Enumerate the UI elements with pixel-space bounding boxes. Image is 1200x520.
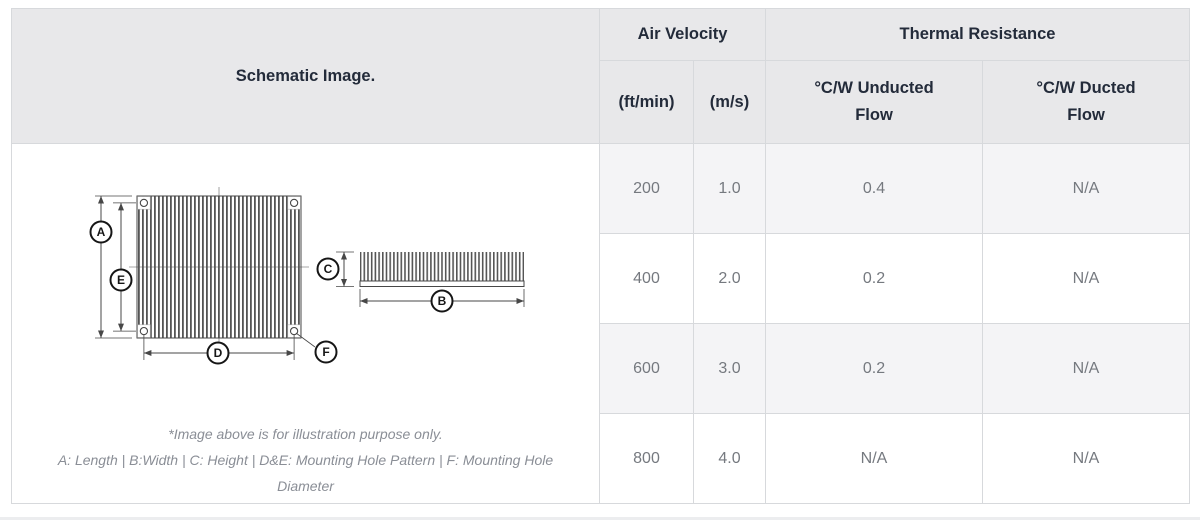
cell-ducted: N/A bbox=[982, 323, 1190, 414]
cell-m-s: 3.0 bbox=[693, 323, 766, 414]
col-header-m-s-label: (m/s) bbox=[709, 92, 750, 111]
cell-m-s: 1.0 bbox=[693, 143, 766, 234]
cell-ft-min: 200 bbox=[599, 143, 694, 234]
dim-e-lines bbox=[113, 202, 136, 332]
dim-label-a: A bbox=[89, 220, 113, 244]
dim-label-c: C bbox=[316, 257, 340, 281]
dim-f-leader bbox=[295, 332, 316, 348]
table-row: 800 4.0 N/A N/A bbox=[12, 413, 1190, 504]
svg-text:F: F bbox=[322, 345, 329, 359]
cell-ducted: N/A bbox=[982, 413, 1190, 504]
col-header-ducted-label: °C/W Ducted Flow bbox=[1036, 79, 1136, 124]
svg-text:B: B bbox=[438, 294, 447, 308]
dim-label-e: E bbox=[109, 268, 133, 292]
thermal-spec-table: Schematic Image. Air Velocity Thermal Re… bbox=[11, 8, 1190, 504]
cell-unducted: N/A bbox=[765, 413, 983, 504]
cell-ft-min: 800 bbox=[599, 413, 694, 504]
heatsink-top-view bbox=[136, 195, 302, 339]
sub-header-row: (ft/min) (m/s) °C/W Unducted Flow °C/W D… bbox=[12, 60, 1190, 144]
col-header-ducted: °C/W Ducted Flow bbox=[982, 60, 1190, 144]
col-header-unducted: °C/W Unducted Flow bbox=[765, 60, 983, 144]
col-header-m-s: (m/s) bbox=[693, 60, 766, 144]
col-header-ft-min: (ft/min) bbox=[599, 60, 694, 144]
schematic-caption: *Image above is for illustration purpose… bbox=[53, 421, 558, 499]
heatsink-side-view bbox=[359, 252, 525, 287]
dim-label-f: F bbox=[314, 340, 338, 364]
page-section-divider bbox=[0, 517, 1200, 520]
svg-text:E: E bbox=[117, 273, 125, 287]
cell-unducted: 0.4 bbox=[765, 143, 983, 234]
col-header-ft-min-label: (ft/min) bbox=[618, 92, 675, 111]
page: Schematic Image. Air Velocity Thermal Re… bbox=[0, 8, 1200, 520]
schematic-cell: A E D F bbox=[11, 143, 600, 504]
dim-label-d: D bbox=[206, 341, 230, 365]
cell-m-s: 2.0 bbox=[693, 233, 766, 324]
group-header-row: Schematic Image. Air Velocity Thermal Re… bbox=[11, 8, 1190, 144]
svg-text:D: D bbox=[214, 346, 223, 360]
air-velocity-group-header: Air Velocity bbox=[599, 8, 766, 61]
cell-ft-min: 600 bbox=[599, 323, 694, 414]
svg-text:C: C bbox=[324, 262, 333, 276]
cell-m-s: 4.0 bbox=[693, 413, 766, 504]
caption-note: *Image above is for illustration purpose… bbox=[168, 426, 443, 442]
heatsink-schematic-drawing: A E D F bbox=[89, 187, 525, 365]
dim-a-lines bbox=[95, 195, 132, 339]
dim-label-b: B bbox=[430, 289, 454, 313]
table-row: 400 2.0 0.2 N/A bbox=[12, 233, 1190, 324]
caption-legend: A: Length | B:Width | C: Height | D&E: M… bbox=[57, 452, 554, 494]
thermal-resistance-group-header: Thermal Resistance bbox=[765, 8, 1190, 61]
mounting-holes bbox=[137, 196, 301, 338]
cell-ft-min: 400 bbox=[599, 233, 694, 324]
schematic-image: A E D F bbox=[12, 148, 599, 499]
cell-ducted: N/A bbox=[982, 233, 1190, 324]
col-header-unducted-label: °C/W Unducted Flow bbox=[814, 79, 934, 124]
svg-text:A: A bbox=[97, 225, 106, 239]
table-row: A E D F bbox=[11, 143, 1190, 504]
cell-unducted: 0.2 bbox=[765, 323, 983, 414]
table-row: 600 3.0 0.2 N/A bbox=[12, 323, 1190, 414]
dim-c-lines bbox=[336, 251, 354, 287]
schematic-column-header: Schematic Image. bbox=[11, 8, 600, 144]
cell-ducted: N/A bbox=[982, 143, 1190, 234]
cell-unducted: 0.2 bbox=[765, 233, 983, 324]
